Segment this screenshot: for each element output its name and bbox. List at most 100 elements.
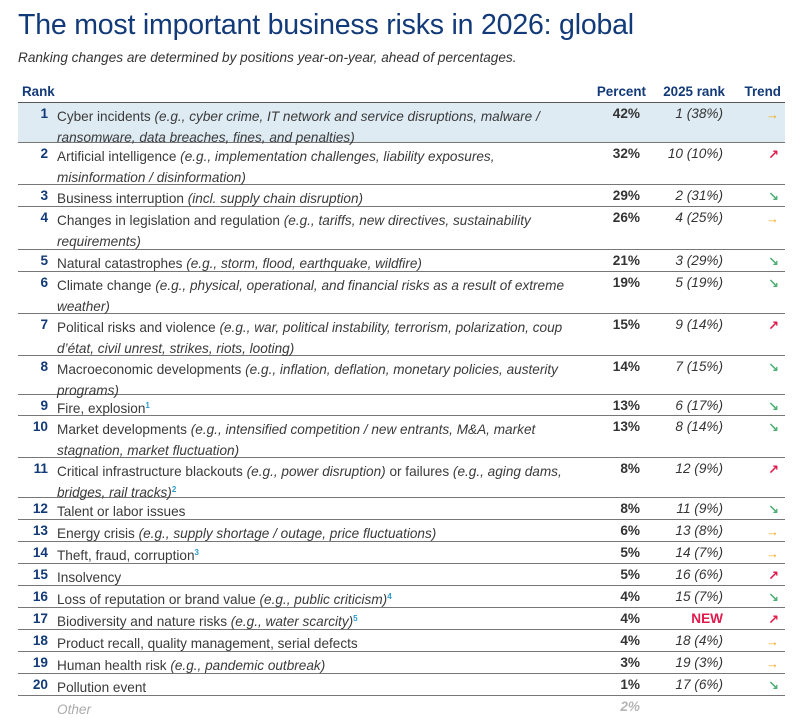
previous-rank-value: 1 (38%) <box>675 106 723 121</box>
percent-value: 32% <box>612 146 640 161</box>
table-row: 14 Theft, fraud, corruption3 5% 14 (7%) → <box>18 542 785 564</box>
risk-name: Critical infrastructure blackouts <box>57 464 243 479</box>
risk-examples: (e.g., water scarcity) <box>230 614 354 629</box>
risk-name: Talent or labor issues <box>57 504 186 519</box>
risk-description: Pollution event <box>57 677 577 698</box>
page-title: The most important business risks in 202… <box>18 9 634 41</box>
previous-rank-value: 16 (6%) <box>675 567 723 582</box>
percent-value: 26% <box>612 210 640 225</box>
percent-value: 8% <box>620 501 640 516</box>
risk-description: Climate change (e.g., physical, operatio… <box>57 275 577 317</box>
rank-number: 16 <box>32 589 48 604</box>
risk-name: Climate change <box>57 278 152 293</box>
arrow-down-right-icon: ↘ <box>768 420 779 435</box>
previous-rank-value: 17 (6%) <box>675 677 723 692</box>
risk-name: Pollution event <box>57 680 147 695</box>
rank-number: 4 <box>40 210 48 225</box>
rank-number: 2 <box>40 146 48 161</box>
arrow-down-right-icon: ↘ <box>768 678 779 693</box>
table-row: 19 Human health risk (e.g., pandemic outb… <box>18 652 785 674</box>
risk-examples: (e.g., power disruption) <box>246 464 386 479</box>
arrow-up-right-icon: ↗ <box>768 318 779 333</box>
table-row: 4 Changes in legislation and regulation (… <box>18 207 785 250</box>
risk-ranking-table: Rank Percent 2025 rank Trend 1 Cyber inci… <box>18 82 785 718</box>
percent-value: 15% <box>612 317 640 332</box>
table-row: 11 Critical infrastructure blackouts (e.g… <box>18 458 785 500</box>
column-header-rank: Rank <box>22 84 55 99</box>
risk-description: Fire, explosion1 <box>57 398 577 419</box>
table-row-other: Other 2% <box>18 696 785 718</box>
risk-examples: (e.g., war, political instability, terro… <box>57 320 563 356</box>
risk-name: Fire, explosion <box>57 401 146 416</box>
risk-description: Biodiversity and nature risks (e.g., wat… <box>57 611 577 632</box>
risk-description: Cyber incidents (e.g., cyber crime, IT n… <box>57 106 577 148</box>
rank-number: 3 <box>40 188 48 203</box>
percent-value: 13% <box>612 419 640 434</box>
percent-value: 4% <box>620 611 640 626</box>
risk-description: Energy crisis (e.g., supply shortage / o… <box>57 523 577 544</box>
percent-other: 2% <box>620 699 640 714</box>
risk-description: Market developments (e.g., intensified c… <box>57 419 577 461</box>
arrow-down-right-icon: ↘ <box>768 399 779 414</box>
table-body: 1 Cyber incidents (e.g., cyber crime, IT … <box>18 103 785 696</box>
arrow-right-icon: → <box>766 634 779 649</box>
previous-rank-value: 13 (8%) <box>675 523 723 538</box>
rank-number: 7 <box>40 317 48 332</box>
footnote-marker[interactable]: 3 <box>194 548 199 557</box>
rank-number: 5 <box>40 253 48 268</box>
footnote-marker[interactable]: 4 <box>387 592 392 601</box>
risk-description: Loss of reputation or brand value (e.g.,… <box>57 589 577 610</box>
percent-value: 21% <box>612 253 640 268</box>
risk-description: Natural catastrophes (e.g., storm, flood… <box>57 253 577 274</box>
risk-examples: (e.g., cyber crime, IT network and servi… <box>57 109 540 145</box>
footnote-marker[interactable]: 5 <box>353 614 358 623</box>
table-row: 16 Loss of reputation or brand value (e.g… <box>18 586 785 608</box>
table-header: Rank Percent 2025 rank Trend <box>18 82 785 103</box>
risk-description: Artificial intelligence (e.g., implement… <box>57 146 577 188</box>
arrow-down-right-icon: ↘ <box>768 276 779 291</box>
rank-number: 1 <box>40 106 48 121</box>
new-entry-badge: NEW <box>691 611 723 626</box>
risk-examples: (e.g., physical, operational, and financ… <box>57 278 565 314</box>
arrow-right-icon: → <box>766 524 779 539</box>
previous-rank-value: 8 (14%) <box>675 419 723 434</box>
previous-rank-value: 4 (25%) <box>675 210 723 225</box>
table-row: 5 Natural catastrophes (e.g., storm, floo… <box>18 250 785 272</box>
rank-number: 8 <box>40 359 48 374</box>
risk-name: Product recall, quality management, seri… <box>57 636 358 651</box>
risk-name: Market developments <box>57 422 187 437</box>
previous-rank-value: 7 (15%) <box>675 359 723 374</box>
table-row: 18 Product recall, quality management, se… <box>18 630 785 652</box>
percent-value: 6% <box>620 523 640 538</box>
percent-value: 19% <box>612 275 640 290</box>
risk-name: Human health risk <box>57 658 167 673</box>
risk-examples: (incl. supply chain disruption) <box>187 191 364 206</box>
risk-name: Theft, fraud, corruption <box>57 548 195 563</box>
table-row: 13 Energy crisis (e.g., supply shortage /… <box>18 520 785 542</box>
arrow-right-icon: → <box>766 656 779 671</box>
risk-description: Product recall, quality management, seri… <box>57 633 577 654</box>
risk-label-other: Other <box>57 702 91 717</box>
rank-number: 17 <box>32 611 48 626</box>
risk-name: Cyber incidents <box>57 109 151 124</box>
arrow-up-right-icon: ↗ <box>768 147 779 162</box>
footnote-marker[interactable]: 1 <box>145 401 150 410</box>
previous-rank-value: 3 (29%) <box>675 253 723 268</box>
percent-value: 8% <box>620 461 640 476</box>
rank-number: 13 <box>32 523 48 538</box>
table-row: 17 Biodiversity and nature risks (e.g., w… <box>18 608 785 630</box>
rank-number: 11 <box>33 461 48 476</box>
percent-value: 29% <box>612 188 640 203</box>
previous-rank-value: 2 (31%) <box>675 188 723 203</box>
percent-value: 4% <box>620 633 640 648</box>
risk-description: Changes in legislation and regulation (e… <box>57 210 577 252</box>
previous-rank-value: 6 (17%) <box>675 398 723 413</box>
risk-examples: (e.g., implementation challenges, liabil… <box>57 149 495 185</box>
table-row: 12 Talent or labor issues 8% 11 (9%) ↘ <box>18 498 785 520</box>
risk-description: Business interruption (incl. supply chai… <box>57 188 577 209</box>
risk-name: Changes in legislation and regulation <box>57 213 280 228</box>
previous-rank-value: 9 (14%) <box>675 317 723 332</box>
risk-name: Natural catastrophes <box>57 256 183 271</box>
previous-rank-value: 18 (4%) <box>675 633 723 648</box>
footnote-marker[interactable]: 2 <box>171 485 177 494</box>
